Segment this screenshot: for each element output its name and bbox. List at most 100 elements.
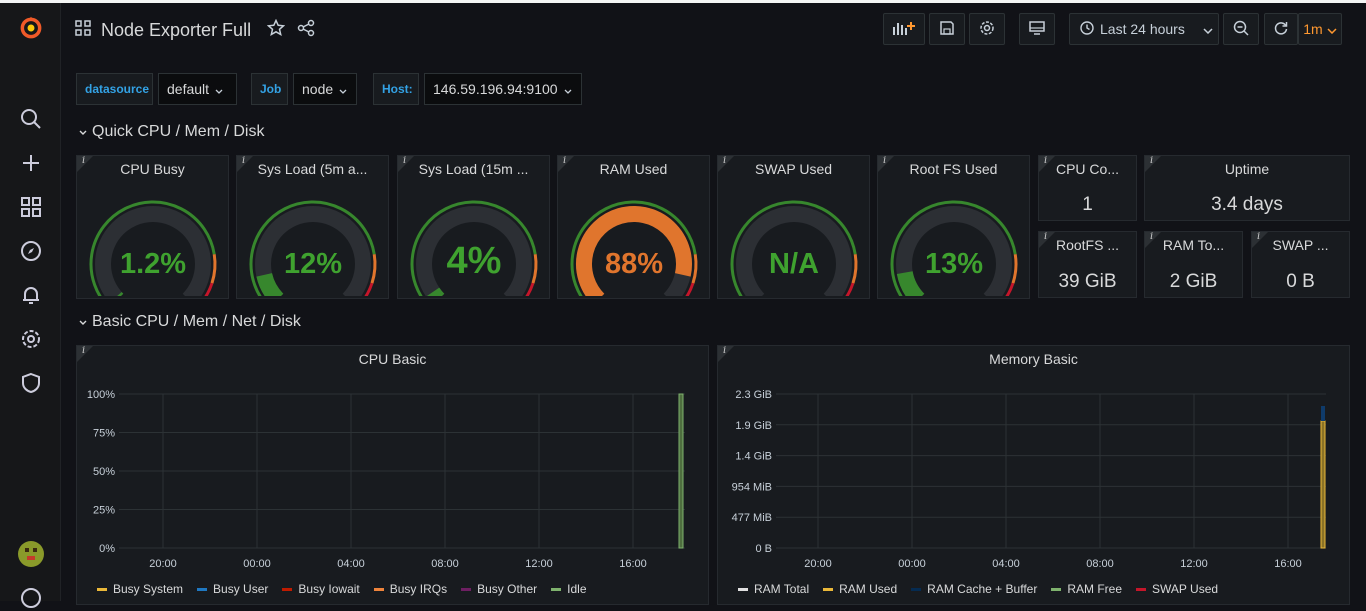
variable-select-datasource[interactable]: default bbox=[158, 73, 237, 105]
ram-used-series-area bbox=[1320, 420, 1326, 549]
cpu-basic-chart[interactable]: 100% 75% 50% 25% 0% 20:00 00:00 04:00 08:00 12:00… bbox=[77, 376, 709, 596]
panel-info-icon[interactable]: i bbox=[398, 156, 414, 172]
gauge-threshold-arc bbox=[249, 200, 376, 296]
variable-select-job[interactable]: node bbox=[293, 73, 357, 105]
chevron-down-icon bbox=[79, 313, 87, 331]
gauge-threshold-arc bbox=[851, 254, 858, 284]
gauge-track bbox=[896, 206, 1012, 296]
panel-info-icon[interactable]: i bbox=[558, 156, 574, 172]
panel-title: RAM To... bbox=[1162, 237, 1225, 253]
gauge-threshold-arc bbox=[531, 254, 538, 284]
time-range-picker[interactable]: Last 24 hours bbox=[1069, 13, 1219, 45]
legend-item[interactable]: Busy User bbox=[197, 582, 268, 596]
refresh-button[interactable] bbox=[1264, 13, 1298, 45]
legend-swatch bbox=[373, 587, 384, 591]
cpu-basic-legend: Busy System Busy User Busy Iowait Busy IRQs… bbox=[97, 582, 587, 596]
stat-panel-uptime[interactable]: i Uptime 3.4 days bbox=[1144, 155, 1350, 221]
gauge-threshold-arc bbox=[204, 282, 214, 296]
gauge-threshold-arc bbox=[1011, 254, 1018, 284]
row-header-basic[interactable]: Basic CPU / Mem / Net / Disk bbox=[79, 313, 301, 331]
legend-item[interactable]: Busy System bbox=[97, 582, 183, 596]
search-icon[interactable] bbox=[18, 106, 44, 132]
plus-icon[interactable] bbox=[18, 150, 44, 176]
explore-compass-icon[interactable] bbox=[18, 238, 44, 264]
legend-label: Busy System bbox=[113, 582, 184, 596]
dashboard-grid-icon bbox=[75, 19, 91, 41]
settings-gear-icon[interactable] bbox=[18, 326, 44, 352]
panel-info-icon[interactable]: i bbox=[1145, 232, 1161, 248]
star-icon[interactable] bbox=[266, 18, 286, 42]
gauge-panel[interactable]: i RAM Used 88% bbox=[557, 155, 710, 299]
panel-title: CPU Basic bbox=[358, 351, 427, 367]
panel-info-icon[interactable]: i bbox=[237, 156, 253, 172]
legend-item[interactable]: RAM Total bbox=[738, 582, 809, 596]
clock-icon bbox=[1080, 20, 1094, 38]
page-title[interactable]: Node Exporter Full bbox=[101, 19, 252, 40]
save-button[interactable] bbox=[929, 13, 965, 45]
gauge-panel[interactable]: i Root FS Used 13% bbox=[877, 155, 1030, 299]
add-panel-button[interactable] bbox=[883, 13, 925, 45]
memory-basic-legend: RAM Total RAM Used RAM Cache + Buffer RAM F… bbox=[738, 582, 1218, 596]
panel-title: RAM Used bbox=[599, 161, 668, 177]
panel-info-icon[interactable]: i bbox=[718, 346, 734, 362]
shield-icon[interactable] bbox=[18, 370, 44, 396]
stat-panel-ram-total[interactable]: i RAM To... 2 GiB bbox=[1144, 231, 1243, 298]
stat-panel-swap-total[interactable]: i SWAP ... 0 B bbox=[1251, 231, 1350, 298]
legend-item[interactable]: Busy Other bbox=[461, 582, 537, 596]
gauge-panel[interactable]: i CPU Busy 1.2% bbox=[76, 155, 229, 299]
grafana-logo-icon[interactable] bbox=[18, 15, 44, 41]
zoom-out-button[interactable] bbox=[1223, 13, 1259, 45]
variable-label-datasource: datasource bbox=[76, 73, 153, 105]
panel-title: Sys Load (5m a... bbox=[257, 161, 368, 177]
legend-item[interactable]: RAM Free bbox=[1051, 582, 1122, 596]
gauge-chart: 13% bbox=[890, 200, 1018, 296]
panel-title: SWAP Used bbox=[754, 161, 833, 177]
legend-item[interactable]: Busy Iowait bbox=[282, 582, 360, 596]
legend-item[interactable]: SWAP Used bbox=[1136, 582, 1218, 596]
gauge-panel[interactable]: i SWAP Used N/A bbox=[717, 155, 870, 299]
y-tick-label: 477 MiB bbox=[732, 512, 772, 524]
legend-item[interactable]: RAM Cache + Buffer bbox=[911, 582, 1037, 596]
alerting-bell-icon[interactable] bbox=[18, 282, 44, 308]
gauge-threshold-arc bbox=[89, 200, 216, 296]
panel-info-icon[interactable]: i bbox=[77, 156, 93, 172]
gauge-threshold-arc bbox=[890, 200, 1017, 296]
gauge-panel[interactable]: i Sys Load (5m a... 12% bbox=[236, 155, 389, 299]
legend-item[interactable]: RAM Used bbox=[823, 582, 897, 596]
gauge-threshold-arc bbox=[370, 254, 377, 284]
variable-select-host[interactable]: 146.59.196.94:9100 bbox=[424, 73, 582, 105]
dashboard-settings-button[interactable] bbox=[969, 13, 1005, 45]
legend-item[interactable]: Busy IRQs bbox=[373, 582, 447, 596]
help-icon[interactable] bbox=[18, 585, 44, 611]
graph-panel-cpu-basic[interactable]: i CPU Basic 100% 75% 50% 25% 0% 20:00 00:00 04:… bbox=[76, 345, 709, 605]
panel-info-icon[interactable]: i bbox=[1252, 232, 1268, 248]
chevron-down-icon bbox=[215, 81, 223, 97]
panel-info-icon[interactable]: i bbox=[1145, 156, 1161, 172]
stat-value: 3.4 days bbox=[1211, 194, 1283, 215]
memory-basic-chart[interactable]: 2.3 GiB 1.9 GiB 1.4 GiB 954 MiB 477 MiB 0 B 20… bbox=[718, 376, 1350, 596]
legend-swatch bbox=[1051, 587, 1062, 591]
legend-item[interactable]: Idle bbox=[551, 582, 587, 596]
avatar[interactable] bbox=[18, 541, 44, 567]
tv-mode-button[interactable] bbox=[1019, 13, 1055, 45]
graph-panel-memory-basic[interactable]: i Memory Basic 2.3 GiB 1.9 GiB 1.4 GiB 954 … bbox=[717, 345, 1350, 605]
dashboards-icon[interactable] bbox=[18, 194, 44, 220]
x-tick-label: 04:00 bbox=[337, 558, 365, 570]
panel-info-icon[interactable]: i bbox=[878, 156, 894, 172]
stat-panel-cpu-cores[interactable]: i CPU Co... 1 bbox=[1038, 155, 1137, 221]
gauge-chart: 12% bbox=[249, 200, 377, 296]
panel-info-icon[interactable]: i bbox=[1039, 156, 1055, 172]
panel-info-icon[interactable]: i bbox=[718, 156, 734, 172]
panel-info-icon[interactable]: i bbox=[77, 346, 93, 362]
x-tick-label: 08:00 bbox=[1086, 558, 1114, 570]
refresh-interval-picker[interactable]: 1m bbox=[1298, 13, 1342, 45]
stat-panel-rootfs-total[interactable]: i RootFS ... 39 GiB bbox=[1038, 231, 1137, 298]
panel-info-icon[interactable]: i bbox=[1039, 232, 1055, 248]
row-header-quick[interactable]: Quick CPU / Mem / Disk bbox=[79, 123, 264, 141]
zoom-out-icon bbox=[1233, 20, 1249, 39]
y-tick-label: 0% bbox=[99, 543, 115, 555]
y-tick-label: 954 MiB bbox=[732, 481, 772, 493]
x-tick-label: 00:00 bbox=[243, 558, 271, 570]
gauge-panel[interactable]: i Sys Load (15m ... 4% bbox=[397, 155, 550, 299]
share-icon[interactable] bbox=[297, 19, 315, 42]
